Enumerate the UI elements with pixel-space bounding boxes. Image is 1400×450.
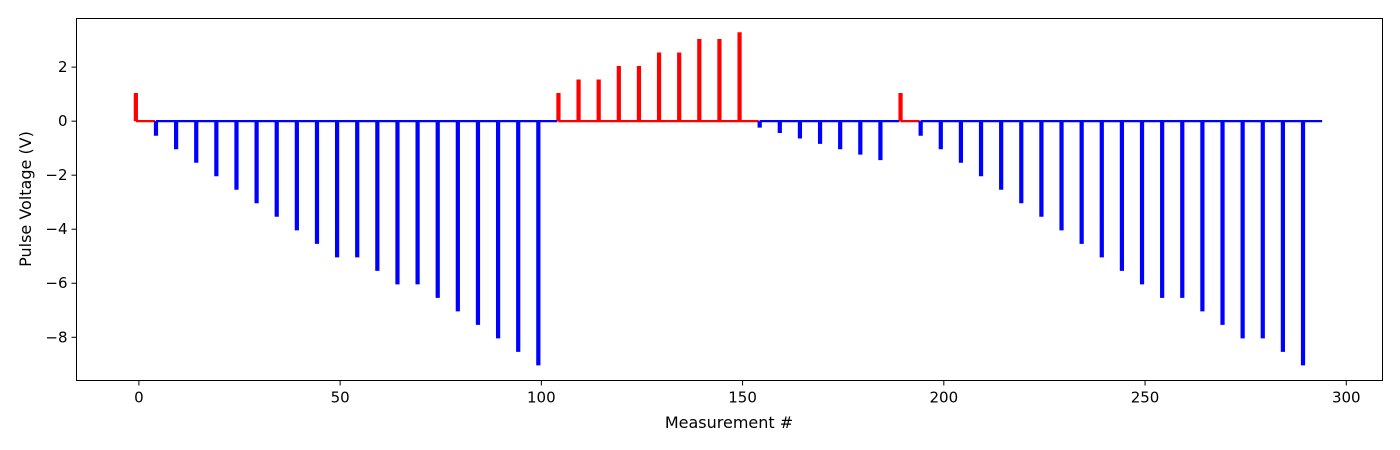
pulse-trace-line — [918, 120, 1323, 366]
x-tick-label: 0 — [134, 389, 144, 407]
plot-frame — [76, 18, 1383, 381]
pulse-trace-line — [898, 93, 920, 123]
x-tick-label: 100 — [527, 389, 556, 407]
pulse-segment-4 — [898, 93, 920, 123]
x-tick-label: 250 — [1131, 389, 1160, 407]
y-axis-ticks: −8 −6 −4 −2 0 2 — [45, 58, 77, 346]
pulse-trace-line — [757, 120, 900, 161]
pulse-segment-5 — [918, 120, 1323, 366]
pulse-trace-line — [556, 32, 759, 123]
x-axis-label: Measurement # — [665, 413, 793, 432]
y-tick-label: −2 — [45, 166, 67, 184]
pulse-trace-line — [133, 93, 155, 123]
y-tick-label: 0 — [58, 112, 68, 130]
pulse-segment-2 — [556, 32, 759, 123]
y-tick-label: −6 — [45, 274, 67, 292]
y-tick-label: −4 — [45, 220, 67, 238]
x-tick-label: 150 — [728, 389, 757, 407]
pulse-segment-1 — [153, 120, 558, 366]
x-tick-label: 200 — [929, 389, 958, 407]
x-axis-ticks: 0 50 100 150 200 250 300 — [134, 380, 1361, 407]
x-tick-label: 50 — [331, 389, 350, 407]
y-tick-label: 2 — [58, 58, 68, 76]
y-axis-label: Pulse Voltage (V) — [16, 131, 35, 267]
x-tick-label: 300 — [1332, 389, 1361, 407]
pulse-segment-0 — [133, 93, 155, 123]
y-tick-label: −8 — [45, 328, 67, 346]
pulse-traces — [133, 32, 1323, 366]
pulse-trace-line — [153, 120, 558, 366]
pulse-segment-3 — [757, 120, 900, 161]
